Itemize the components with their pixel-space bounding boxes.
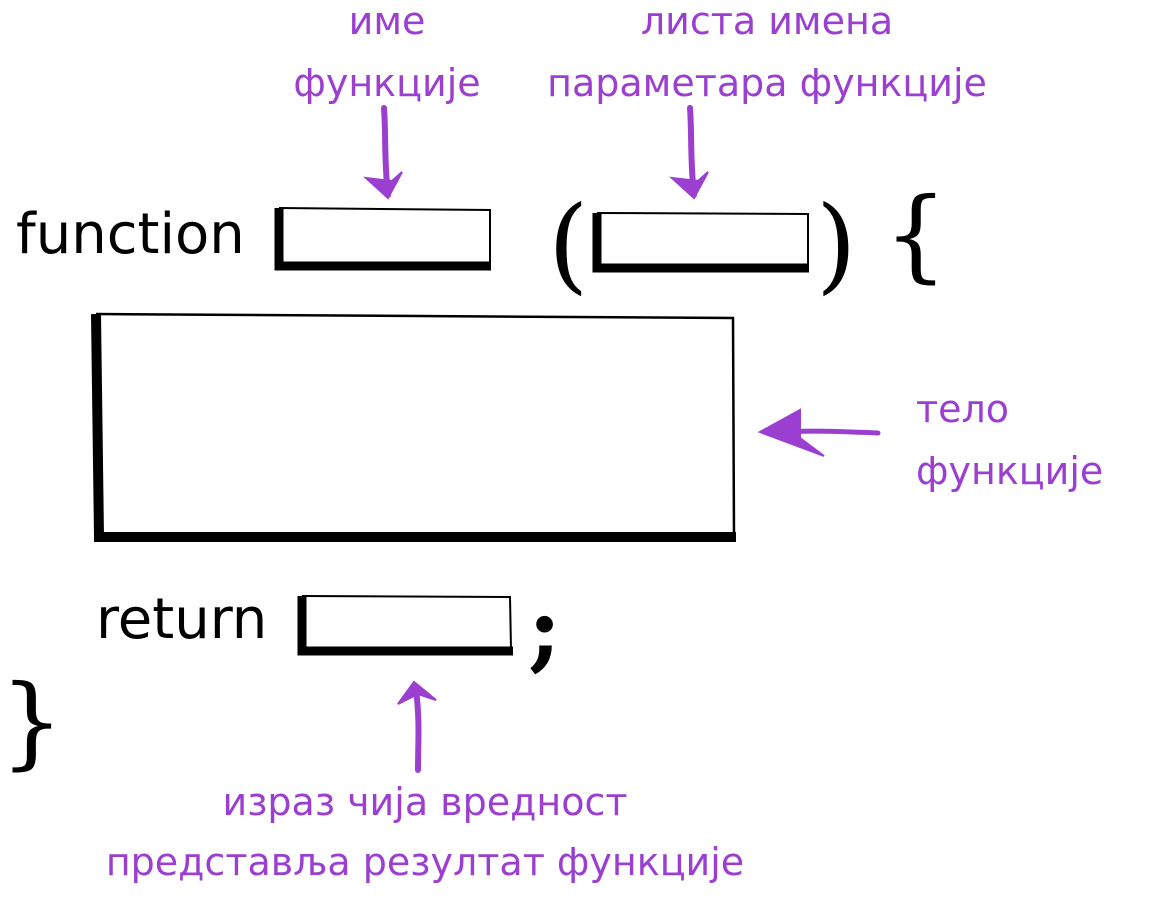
parameter-list-arrow [669, 105, 709, 200]
function-name-label-line1: име [348, 0, 426, 43]
close-brace: } [0, 663, 64, 780]
parameter-list-label-line1: листа имена [640, 0, 894, 43]
open-paren: ( [548, 183, 589, 305]
return-keyword: return [96, 587, 268, 652]
return-expression-label-line1: израз чија вредност [222, 780, 628, 824]
function-body-label-line1: тело [916, 387, 1010, 431]
return-expression-label-line2: представља резултат функције [105, 840, 745, 884]
function-name-label-line2: функције [293, 61, 481, 105]
return-expression-label: израз чија вредност представља резултат … [60, 783, 790, 881]
parameter-list-slot [592, 212, 809, 273]
function-body-arrow [757, 408, 881, 457]
close-paren: ) [816, 183, 857, 305]
return-expression-arrow [397, 680, 437, 773]
semicolon: ; [528, 576, 562, 682]
function-name-arrow [363, 105, 403, 200]
function-name-label: име функције [282, 2, 492, 102]
open-brace: { [884, 176, 948, 293]
function-keyword: function [16, 202, 245, 267]
return-expression-slot [297, 595, 513, 656]
function-body-label-line2: функције [916, 449, 1104, 493]
parameter-list-label: листа имена параметара функције [524, 2, 1010, 102]
parameter-list-label-line2: параметара функције [547, 61, 987, 105]
function-body-label: тело функције [916, 390, 1146, 490]
function-name-slot [274, 207, 491, 271]
function-body-slot [91, 312, 736, 542]
